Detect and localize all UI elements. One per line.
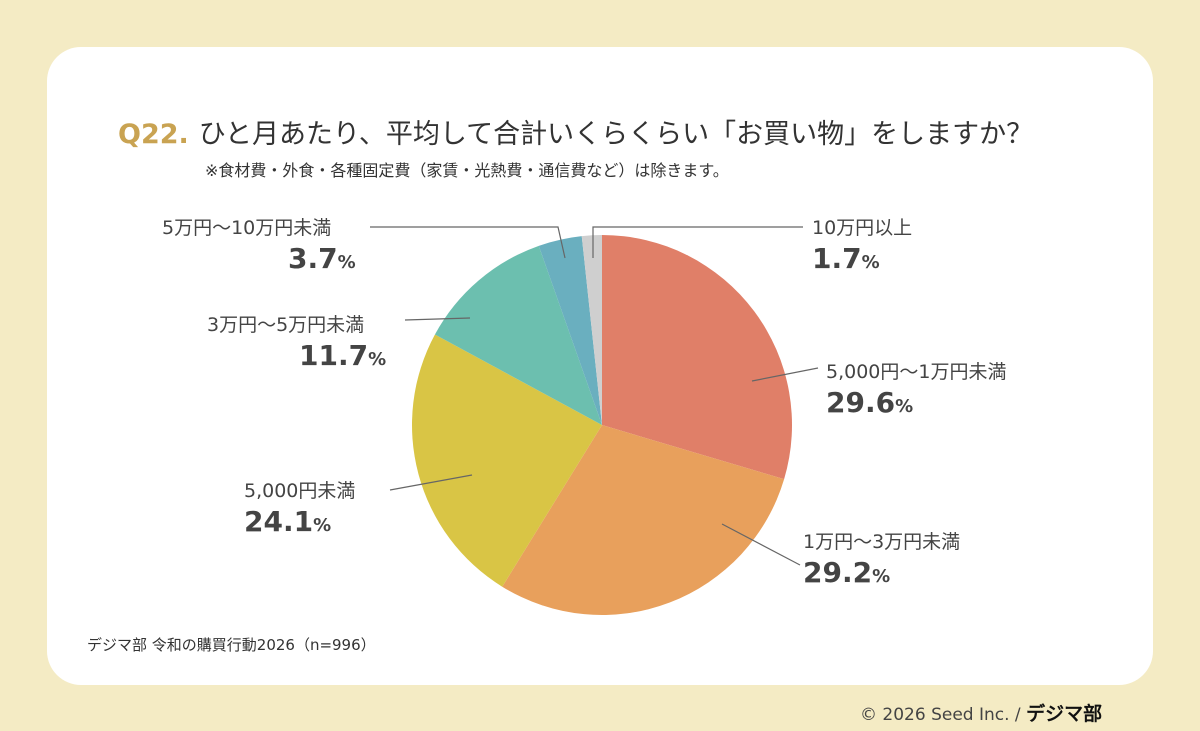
brand-logo: デジマ部 [1026,703,1103,725]
leader-line-0 [751,367,819,382]
question-number: Q22. [118,119,189,150]
label-4: 5万円〜10万円未満 3.7% [162,217,356,275]
pie-slice-2 [411,334,602,587]
leader-line-3 [404,317,471,321]
footer: © 2026 Seed Inc. / デジマ部 [860,699,1102,726]
source-text: デジマ部 令和の購買行動2026（n=996） [87,636,376,654]
pie-slice-1 [502,425,785,615]
leader-line-4 [370,226,566,259]
leader-line-1 [721,523,801,566]
pie-slice-3 [434,245,602,425]
chart-note: ※食材費・外食・各種固定費（家賃・光熱費・通信費など）は除きます。 [205,161,729,180]
label-0: 5,000円〜1万円未満 29.6% [826,361,1007,419]
pie-slice-5 [581,235,602,425]
copyright: © 2026 Seed Inc. / [860,705,1021,725]
pie-slice-0 [602,235,792,480]
chart-title: Q22. ひと月あたり、平均して合計いくらくらい「お買い物」をしますか？ [118,112,1033,151]
leader-line-5 [592,226,803,258]
pie-slice-4 [538,236,602,425]
label-2: 5,000円未満 24.1% [244,480,356,538]
label-3: 3万円〜5万円未満 11.7% [207,314,387,372]
leader-line-2 [389,474,473,491]
question-text: ひと月あたり、平均して合計いくらくらい「お買い物」をしますか？ [198,119,1034,150]
label-5: 10万円以上 1.7% [812,217,913,275]
label-1: 1万円〜3万円未満 29.2% [803,531,961,589]
